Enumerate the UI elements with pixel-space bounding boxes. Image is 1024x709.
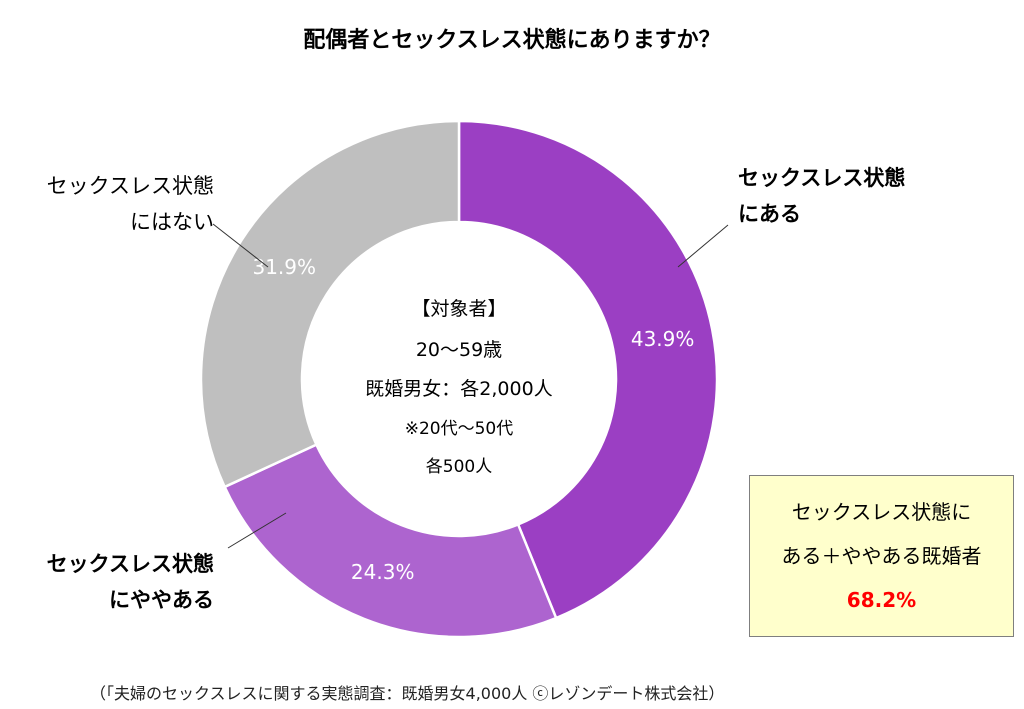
chart-title: 配偶者とセックスレス状態にありますか？ xyxy=(303,28,721,53)
slice-label-2-line2: にはない xyxy=(130,210,214,234)
slice-label-0-line2: にある xyxy=(738,202,801,226)
slice-value-label-1: 24.3% xyxy=(351,560,415,584)
center-text-0: 【対象者】 xyxy=(411,298,507,320)
callout-value: 68.2% xyxy=(846,588,917,612)
slice-0 xyxy=(457,119,719,620)
summary-callout: セックスレス状態に ある＋ややある既婚者 68.2% xyxy=(749,475,1014,637)
callout-line-2: ある＋ややある既婚者 xyxy=(781,544,982,568)
center-text-1: 20〜59歳 xyxy=(415,339,503,361)
slice-2 xyxy=(199,119,461,489)
slice-label-1: セックスレス状態 にややある xyxy=(28,546,214,618)
callout-line-1: セックスレス状態に xyxy=(791,500,972,524)
center-text-2: 既婚男女：各2,000人 xyxy=(365,378,553,400)
slice-label-1-line2: にややある xyxy=(109,588,214,612)
slice-label-2: セックスレス状態 にはない xyxy=(28,168,214,240)
slice-value-label-0: 43.9% xyxy=(631,327,695,351)
leader-line-2 xyxy=(212,223,269,268)
slice-label-0: セックスレス状態 にある xyxy=(738,160,905,232)
slice-label-1-line1: セックスレス状態 xyxy=(46,552,214,576)
center-text-3: ※20代〜50代 xyxy=(404,419,514,439)
source-note: （「夫婦のセックスレスに関する実態調査：既婚男女4,000人 ⓒレゾンデート株式… xyxy=(90,684,725,703)
slice-label-2-line1: セックスレス状態 xyxy=(46,174,214,198)
leader-line-0 xyxy=(677,224,729,268)
slice-1 xyxy=(222,443,558,639)
center-text-4: 各500人 xyxy=(425,457,493,477)
slice-value-label-2: 31.9% xyxy=(252,255,316,279)
slice-label-0-line1: セックスレス状態 xyxy=(738,166,906,190)
leader-line-1 xyxy=(227,512,287,549)
